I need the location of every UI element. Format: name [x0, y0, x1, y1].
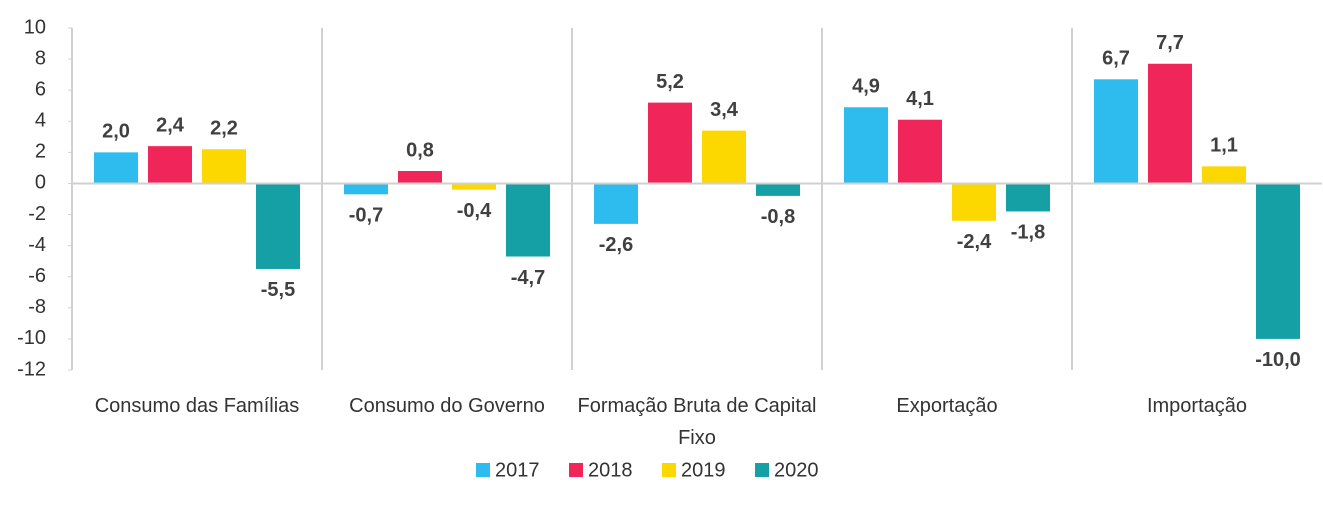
bar [702, 130, 746, 184]
value-label: 7,7 [1156, 32, 1184, 54]
y-tick-label: -2 [28, 203, 46, 225]
value-label: 6,7 [1102, 48, 1130, 70]
value-label: 1,1 [1210, 135, 1238, 157]
x-tick-label-box: Exportação [896, 395, 998, 417]
legend-label: 2019 [681, 459, 726, 481]
legend-swatch [662, 463, 676, 477]
bar [94, 152, 138, 184]
bar [952, 183, 996, 221]
legend-label: 2020 [774, 459, 819, 481]
value-label: -1,8 [1011, 222, 1045, 244]
bar [1006, 183, 1050, 212]
value-label: -4,7 [511, 267, 545, 289]
value-label: 5,2 [656, 71, 684, 93]
value-label: -0,8 [761, 206, 795, 228]
bar [756, 183, 800, 196]
bar [344, 183, 388, 195]
value-label: -5,5 [261, 279, 295, 301]
y-tick-label: -10 [17, 327, 46, 349]
x-tick-label: Importação [1146, 395, 1248, 417]
y-tick-label: -4 [28, 234, 46, 256]
value-label: 2,0 [102, 121, 130, 143]
legend-swatch [476, 463, 490, 477]
x-tick-label: Formação Bruta de Capital Fixo [577, 395, 817, 449]
value-label: 2,2 [210, 118, 238, 140]
value-label: 4,1 [906, 88, 934, 110]
bar [452, 183, 496, 190]
legend-label: 2018 [588, 459, 633, 481]
x-tick-label-box: Formação Bruta de Capital Fixo [577, 395, 817, 449]
value-label: -10,0 [1255, 349, 1301, 371]
value-label: 4,9 [852, 76, 880, 98]
bar [506, 183, 550, 257]
bar [1202, 166, 1246, 184]
bar [1148, 63, 1192, 184]
legend-swatch [755, 463, 769, 477]
x-tick-label: Consumo das Famílias [94, 395, 300, 417]
y-tick-label: 4 [35, 110, 46, 132]
y-tick-label: 8 [35, 47, 46, 69]
value-label: -2,6 [599, 234, 633, 256]
bar [648, 102, 692, 184]
bar [898, 119, 942, 184]
bar [1256, 183, 1300, 339]
y-tick-label: -6 [28, 265, 46, 287]
value-label: -2,4 [957, 231, 992, 253]
x-tick-label: Exportação [896, 395, 998, 417]
x-tick-label: Consumo do Governo [349, 395, 545, 417]
bar [202, 149, 246, 184]
value-label: -0,4 [457, 200, 492, 222]
y-tick-label: 0 [35, 172, 46, 194]
legend-label: 2017 [495, 459, 540, 481]
y-tick-label: 10 [24, 16, 46, 38]
bar [594, 183, 638, 224]
value-label: 3,4 [710, 99, 739, 121]
y-tick-label: -12 [17, 358, 46, 380]
bar [844, 107, 888, 184]
value-label: -0,7 [349, 205, 383, 227]
bar [1094, 79, 1138, 184]
y-tick-label: -8 [28, 296, 46, 318]
y-tick-label: 2 [35, 141, 46, 163]
x-tick-label-box: Consumo das Famílias [94, 395, 300, 417]
x-tick-label-box: Importação [1146, 395, 1248, 417]
value-label: 0,8 [406, 139, 434, 161]
value-label: 2,4 [156, 114, 185, 136]
x-tick-label-box: Consumo do Governo [349, 395, 545, 417]
bar [256, 183, 300, 269]
bar [148, 146, 192, 184]
legend-swatch [569, 463, 583, 477]
bar [398, 171, 442, 184]
y-tick-label: 6 [35, 78, 46, 100]
